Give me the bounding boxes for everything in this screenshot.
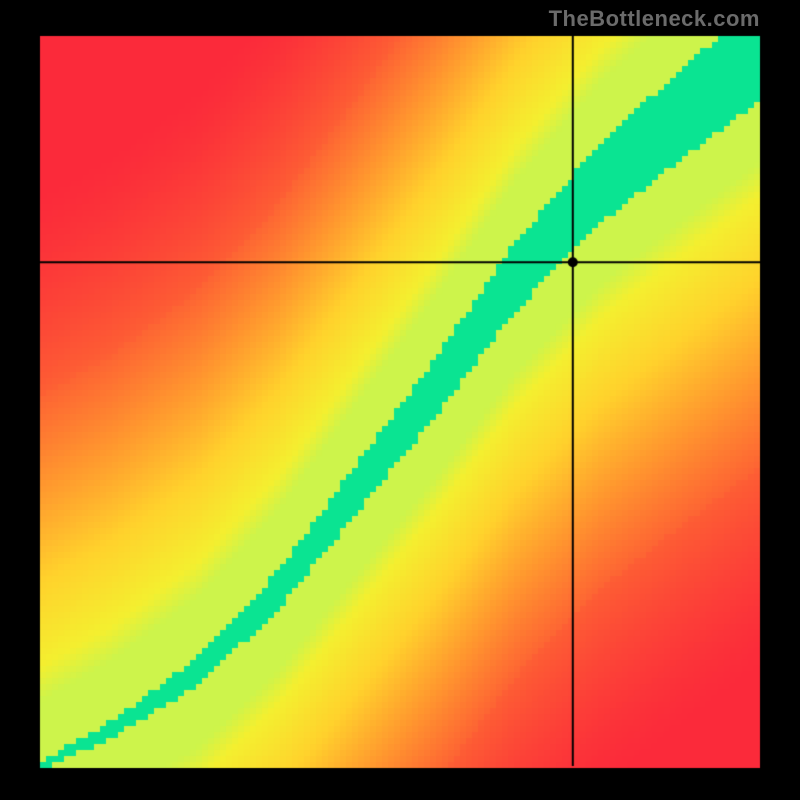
watermark-label: TheBottleneck.com xyxy=(549,6,760,32)
bottleneck-heatmap xyxy=(0,0,800,800)
